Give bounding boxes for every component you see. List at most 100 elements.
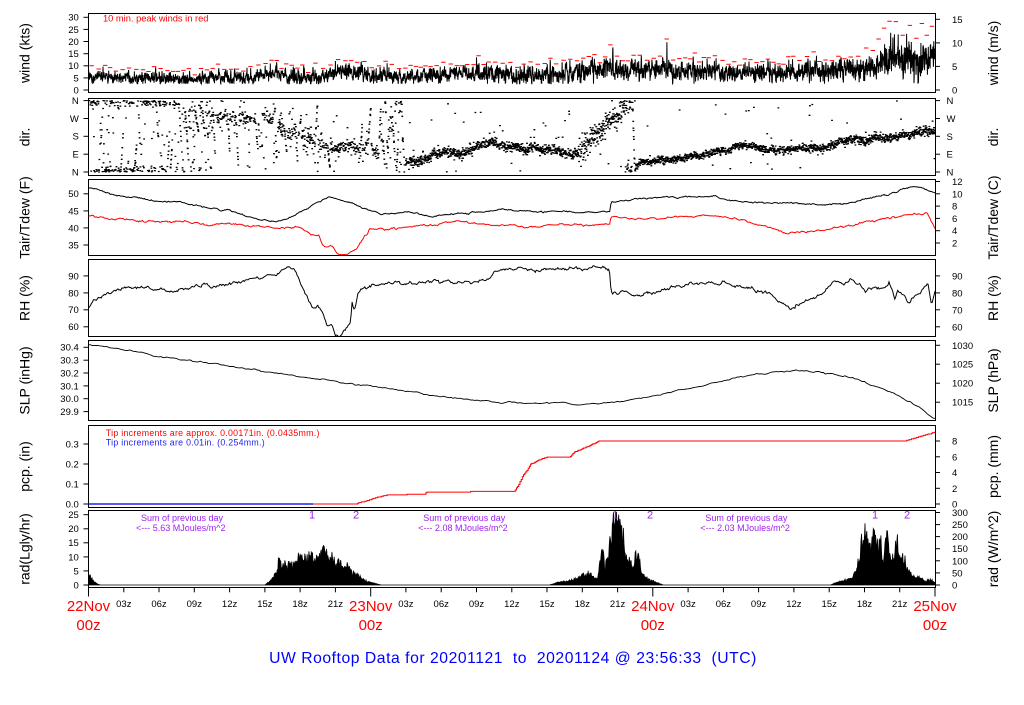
svg-text:Tip increments are 0.01in. (0.: Tip increments are 0.01in. (0.254mm.): [106, 437, 265, 447]
svg-text:N: N: [72, 96, 79, 107]
svg-text:70: 70: [952, 305, 963, 316]
svg-text:70: 70: [68, 305, 79, 316]
svg-text:50: 50: [952, 568, 963, 579]
svg-text:0.1: 0.1: [66, 479, 79, 490]
svg-text:SLP (hPa): SLP (hPa): [985, 348, 1001, 412]
svg-text:<--- 5.63 MJoules/m^2: <--- 5.63 MJoules/m^2: [136, 523, 226, 533]
svg-text:250: 250: [952, 520, 968, 531]
svg-text:15: 15: [68, 49, 79, 60]
svg-text:E: E: [947, 150, 953, 161]
svg-text:dir.: dir.: [985, 128, 1001, 147]
svg-text:6: 6: [952, 214, 957, 225]
svg-text:80: 80: [952, 288, 963, 299]
svg-text:0: 0: [74, 85, 79, 96]
svg-text:09z: 09z: [187, 599, 203, 610]
svg-text:12z: 12z: [786, 599, 802, 610]
svg-text:10: 10: [68, 552, 79, 563]
svg-text:5: 5: [952, 62, 957, 73]
svg-text:24Nov: 24Nov: [631, 598, 675, 615]
svg-text:8: 8: [952, 437, 957, 448]
svg-text:30.4: 30.4: [60, 343, 79, 354]
svg-text:S: S: [947, 132, 953, 143]
svg-text:1: 1: [612, 510, 618, 522]
svg-text:2: 2: [647, 510, 653, 522]
svg-text:21z: 21z: [892, 599, 908, 610]
svg-text:80: 80: [68, 288, 79, 299]
svg-text:Tair/Tdew (F): Tair/Tdew (F): [17, 176, 33, 258]
svg-text:150: 150: [952, 544, 968, 555]
svg-text:00z: 00z: [359, 617, 383, 634]
svg-text:30.3: 30.3: [60, 356, 79, 367]
svg-text:45: 45: [68, 206, 79, 217]
svg-text:20: 20: [68, 37, 79, 48]
svg-text:5: 5: [74, 73, 79, 84]
svg-text:0: 0: [74, 580, 79, 591]
svg-text:2: 2: [353, 510, 359, 522]
svg-text:4: 4: [952, 468, 957, 479]
svg-text:29.9: 29.9: [60, 407, 79, 418]
svg-text:25: 25: [68, 510, 79, 521]
svg-text:2: 2: [904, 510, 910, 522]
svg-text:25Nov: 25Nov: [913, 598, 957, 615]
svg-text:0.3: 0.3: [66, 439, 79, 450]
svg-text:15: 15: [952, 15, 963, 26]
svg-text:2: 2: [952, 239, 957, 250]
svg-text:1030: 1030: [952, 341, 973, 352]
svg-text:30.2: 30.2: [60, 368, 79, 379]
svg-text:1015: 1015: [952, 398, 973, 409]
svg-text:30.1: 30.1: [60, 381, 79, 392]
svg-text:6: 6: [952, 452, 957, 463]
svg-text:09z: 09z: [469, 599, 485, 610]
svg-text:03z: 03z: [398, 599, 414, 610]
svg-text:0: 0: [952, 86, 957, 97]
svg-text:Tip increments are approx. 0.0: Tip increments are approx. 0.00171in. (0…: [106, 428, 320, 438]
svg-text:rad (W/m^2): rad (W/m^2): [985, 511, 1001, 588]
svg-text:35: 35: [68, 240, 79, 251]
svg-text:10: 10: [952, 189, 963, 200]
svg-text:12z: 12z: [504, 599, 520, 610]
svg-text:2: 2: [952, 484, 957, 495]
svg-text:1020: 1020: [952, 379, 973, 390]
svg-text:03z: 03z: [116, 599, 132, 610]
svg-text:21z: 21z: [328, 599, 344, 610]
svg-text:1025: 1025: [952, 360, 973, 371]
svg-text:09z: 09z: [751, 599, 767, 610]
svg-text:06z: 06z: [716, 599, 732, 610]
svg-text:25: 25: [68, 25, 79, 36]
svg-text:90: 90: [68, 271, 79, 282]
svg-text:90: 90: [952, 271, 963, 282]
svg-text:N: N: [947, 96, 954, 107]
svg-text:Tair/Tdew (C): Tair/Tdew (C): [985, 175, 1001, 259]
svg-text:18z: 18z: [292, 599, 308, 610]
svg-text:00z: 00z: [76, 617, 100, 634]
svg-text:15z: 15z: [539, 599, 555, 610]
svg-text:10 min. peak winds in red: 10 min. peak winds in red: [103, 14, 208, 24]
svg-text:1: 1: [872, 510, 878, 522]
svg-text:00z: 00z: [923, 617, 947, 634]
svg-text:0: 0: [952, 500, 957, 511]
svg-text:30.0: 30.0: [60, 394, 79, 405]
svg-text:100: 100: [952, 556, 968, 567]
svg-text:Sum of previous day: Sum of previous day: [423, 513, 506, 523]
svg-text:S: S: [72, 132, 78, 143]
svg-text:30: 30: [68, 13, 79, 24]
svg-text:5: 5: [74, 566, 79, 577]
svg-text:dir.: dir.: [17, 128, 33, 147]
svg-text:22Nov: 22Nov: [67, 598, 111, 615]
svg-text:200: 200: [952, 532, 968, 543]
svg-text:SLP (inHg): SLP (inHg): [17, 346, 33, 414]
svg-text:E: E: [72, 150, 78, 161]
svg-text:W: W: [947, 114, 956, 125]
svg-text:18z: 18z: [575, 599, 591, 610]
svg-text:4: 4: [952, 226, 957, 237]
svg-text:pcp. (in): pcp. (in): [17, 441, 33, 492]
svg-text:UW Rooftop Data for 20201121: UW Rooftop Data for 20201121 to 20201124…: [269, 650, 757, 667]
svg-text:10: 10: [68, 61, 79, 72]
svg-text:N: N: [947, 168, 954, 179]
svg-text:20: 20: [68, 524, 79, 535]
svg-text:12z: 12z: [222, 599, 238, 610]
svg-text:00z: 00z: [641, 617, 665, 634]
svg-text:wind (m/s): wind (m/s): [985, 21, 1001, 87]
svg-text:0: 0: [952, 581, 957, 592]
svg-text:60: 60: [952, 322, 963, 333]
